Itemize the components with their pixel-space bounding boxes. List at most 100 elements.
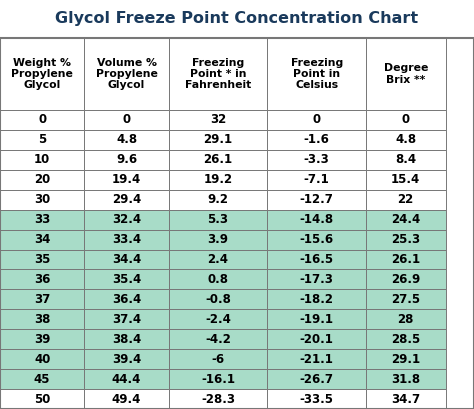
Text: 34.7: 34.7 [391, 393, 420, 406]
Bar [366, 329, 446, 349]
Bar [0, 309, 84, 329]
Text: 29.4: 29.4 [112, 193, 141, 206]
Text: 15.4: 15.4 [391, 173, 420, 186]
Text: -17.3: -17.3 [300, 273, 334, 286]
Text: 4.8: 4.8 [116, 133, 137, 146]
Text: 39: 39 [34, 333, 50, 346]
Bar [0, 290, 84, 309]
Text: 37: 37 [34, 293, 50, 306]
Text: -4.2: -4.2 [205, 333, 231, 346]
Text: 3.9: 3.9 [208, 233, 228, 246]
Bar [366, 190, 446, 210]
Bar [366, 249, 446, 270]
Text: -20.1: -20.1 [300, 333, 334, 346]
Bar [267, 270, 366, 290]
Bar [84, 309, 169, 329]
Text: 40: 40 [34, 353, 50, 366]
Text: -16.1: -16.1 [201, 373, 235, 386]
Text: 33: 33 [34, 213, 50, 226]
Text: -6: -6 [211, 353, 225, 366]
Text: 28.5: 28.5 [391, 333, 420, 346]
Bar [0, 210, 84, 229]
Text: 0.8: 0.8 [208, 273, 228, 286]
Bar [267, 130, 366, 150]
Bar [0, 190, 84, 210]
Text: 19.4: 19.4 [112, 173, 141, 186]
Bar [366, 170, 446, 190]
Text: 32.4: 32.4 [112, 213, 141, 226]
Text: 45: 45 [34, 373, 50, 386]
Text: -26.7: -26.7 [300, 373, 334, 386]
Text: 8.4: 8.4 [395, 153, 416, 166]
Bar [0, 170, 84, 190]
Bar [169, 190, 267, 210]
Bar [366, 389, 446, 409]
Text: 50: 50 [34, 393, 50, 406]
Bar [84, 249, 169, 270]
Text: 10: 10 [34, 153, 50, 166]
Text: 39.4: 39.4 [112, 353, 141, 366]
Bar [84, 290, 169, 309]
Text: 20: 20 [34, 173, 50, 186]
Bar [267, 389, 366, 409]
Bar [169, 349, 267, 369]
Text: 38.4: 38.4 [112, 333, 141, 346]
Bar [267, 249, 366, 270]
Text: 29.1: 29.1 [391, 353, 420, 366]
Bar [169, 270, 267, 290]
Bar [84, 170, 169, 190]
Bar [267, 329, 366, 349]
Bar [0, 369, 84, 389]
Text: 0: 0 [312, 113, 321, 126]
Bar [366, 369, 446, 389]
Text: 22: 22 [398, 193, 414, 206]
Text: 31.8: 31.8 [391, 373, 420, 386]
Bar [267, 229, 366, 249]
Bar [169, 369, 267, 389]
Text: 24.4: 24.4 [391, 213, 420, 226]
Text: -1.6: -1.6 [304, 133, 329, 146]
Text: 27.5: 27.5 [391, 293, 420, 306]
Text: -16.5: -16.5 [300, 253, 334, 266]
Bar [366, 229, 446, 249]
Text: -18.2: -18.2 [300, 293, 334, 306]
Bar [0, 270, 84, 290]
Bar [0, 389, 84, 409]
Text: 25.3: 25.3 [391, 233, 420, 246]
Text: -7.1: -7.1 [304, 173, 329, 186]
Bar [267, 309, 366, 329]
Text: 37.4: 37.4 [112, 313, 141, 326]
Bar [84, 190, 169, 210]
Bar [84, 389, 169, 409]
Text: 36.4: 36.4 [112, 293, 141, 306]
Text: 2.4: 2.4 [208, 253, 228, 266]
Text: 5.3: 5.3 [208, 213, 228, 226]
Bar [84, 38, 169, 110]
Bar [366, 38, 446, 110]
Text: 32: 32 [210, 113, 226, 126]
Bar [0, 150, 84, 170]
Text: Freezing
Point * in
Fahrenheit: Freezing Point * in Fahrenheit [185, 58, 251, 90]
Bar [0, 38, 84, 110]
Text: -19.1: -19.1 [300, 313, 334, 326]
Bar [267, 110, 366, 130]
Bar [267, 210, 366, 229]
Bar [84, 210, 169, 229]
Bar [366, 349, 446, 369]
Bar [267, 349, 366, 369]
Bar [366, 290, 446, 309]
Text: -3.3: -3.3 [304, 153, 329, 166]
Bar [0, 110, 84, 130]
Bar [0, 329, 84, 349]
Bar [169, 150, 267, 170]
Bar [169, 389, 267, 409]
Text: -12.7: -12.7 [300, 193, 334, 206]
Bar [0, 229, 84, 249]
Text: -33.5: -33.5 [300, 393, 334, 406]
Bar [84, 349, 169, 369]
Bar [366, 270, 446, 290]
Text: 38: 38 [34, 313, 50, 326]
Text: 35: 35 [34, 253, 50, 266]
Text: 34.4: 34.4 [112, 253, 141, 266]
Text: 34: 34 [34, 233, 50, 246]
